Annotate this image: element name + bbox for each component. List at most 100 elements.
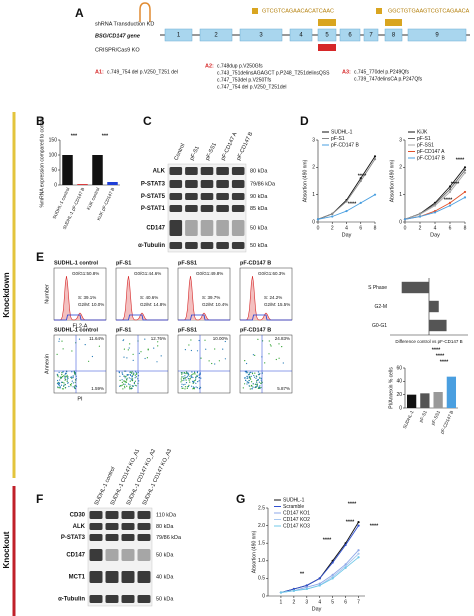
legend-label: pF-SS1 bbox=[417, 142, 434, 148]
event-dot bbox=[195, 376, 197, 378]
event-dot bbox=[250, 384, 253, 387]
blot-size: 80 kDa bbox=[250, 168, 268, 174]
event-dot bbox=[196, 350, 199, 352]
y-axis-label: Absortion (490 nm) bbox=[251, 530, 257, 573]
blot-band bbox=[105, 511, 119, 519]
event-dot bbox=[242, 387, 244, 389]
section-label: Knockout bbox=[2, 531, 11, 568]
event-dot bbox=[57, 376, 59, 378]
event-dot bbox=[121, 381, 123, 383]
quadrant-percent: 12.76% bbox=[151, 336, 166, 341]
event-dot bbox=[282, 362, 284, 364]
event-dot bbox=[189, 378, 191, 380]
data-point bbox=[433, 204, 437, 207]
event-dot bbox=[71, 371, 73, 373]
event-dot bbox=[188, 379, 190, 381]
event-dot bbox=[129, 373, 131, 376]
event-dot bbox=[71, 380, 73, 382]
event-dot bbox=[129, 388, 131, 390]
blot-band bbox=[169, 193, 183, 200]
event-dot bbox=[187, 385, 190, 388]
event-dot bbox=[126, 357, 128, 359]
phase-label: S: 24.2% bbox=[264, 295, 282, 300]
exon-label: 5 bbox=[325, 33, 329, 39]
event-dot bbox=[262, 340, 264, 342]
event-dot bbox=[194, 373, 196, 375]
exon bbox=[317, 28, 337, 42]
quadrant-percent: 10.00% bbox=[213, 336, 228, 341]
event-dot bbox=[73, 371, 75, 373]
y-tick-label: 3 bbox=[312, 137, 315, 143]
event-dot bbox=[249, 377, 251, 379]
event-dot bbox=[57, 374, 59, 376]
event-dot bbox=[61, 340, 63, 342]
blot-band bbox=[200, 180, 214, 188]
event-dot bbox=[248, 375, 250, 377]
event-dot bbox=[184, 372, 186, 374]
y-tick-label: 2.0 bbox=[258, 523, 265, 529]
significance: **** bbox=[348, 501, 357, 507]
blot-row-label: α-Tubulin bbox=[58, 597, 85, 603]
data-point bbox=[357, 549, 360, 552]
data-point bbox=[403, 218, 407, 221]
event-dot bbox=[59, 379, 61, 381]
event-dot bbox=[138, 380, 140, 382]
exon bbox=[164, 28, 193, 42]
event-dot bbox=[74, 387, 76, 389]
event-dot bbox=[183, 384, 185, 386]
blot-row-label: CD30 bbox=[70, 513, 86, 519]
event-dot bbox=[180, 381, 182, 383]
significance: **** bbox=[451, 181, 460, 187]
blot-band bbox=[185, 205, 198, 212]
y-axis-label: Absortion (490 nm) bbox=[389, 159, 395, 202]
event-dot bbox=[250, 375, 252, 377]
event-dot bbox=[157, 345, 159, 347]
blot-band bbox=[121, 595, 135, 603]
event-dot bbox=[254, 383, 256, 385]
event-dot bbox=[254, 372, 256, 374]
blot-band bbox=[185, 180, 198, 188]
data-point bbox=[463, 171, 467, 174]
x-tick-label: 0 bbox=[317, 225, 320, 231]
data-point bbox=[292, 589, 295, 592]
event-dot bbox=[248, 373, 250, 375]
event-dot bbox=[147, 349, 149, 351]
event-dot bbox=[182, 372, 184, 374]
event-dot bbox=[182, 376, 184, 378]
y-tick-label: 0 bbox=[399, 219, 402, 225]
lane-label: pF-S1 bbox=[189, 145, 201, 161]
event-dot bbox=[153, 347, 155, 349]
blot-row-label: CD147 bbox=[146, 226, 165, 232]
phase-label: S: 40.6% bbox=[140, 295, 158, 300]
blot-band bbox=[231, 167, 245, 175]
significance: **** bbox=[358, 173, 367, 179]
x-axis-label: Day bbox=[342, 232, 352, 238]
event-dot bbox=[256, 379, 259, 381]
data-point bbox=[357, 524, 360, 527]
y-tick-label: 50 bbox=[51, 167, 57, 173]
blot-row-label: ALK bbox=[153, 169, 166, 175]
event-dot bbox=[67, 377, 69, 379]
event-dot bbox=[192, 376, 194, 379]
sample-title: SUDHL-1 control bbox=[54, 327, 98, 333]
blot-band bbox=[137, 534, 151, 541]
event-dot bbox=[250, 378, 252, 380]
event-dot bbox=[126, 374, 128, 376]
event-dot bbox=[184, 383, 186, 385]
event-dot bbox=[246, 362, 248, 365]
y-tick-label: 1.5 bbox=[258, 541, 265, 547]
event-dot bbox=[260, 382, 262, 385]
event-dot bbox=[190, 375, 192, 377]
hairpin-icon bbox=[139, 2, 151, 22]
category-label: pF-S1 bbox=[418, 409, 428, 423]
blot-band bbox=[169, 220, 183, 236]
category-label: G0-G1 bbox=[372, 323, 387, 329]
panel-letter: D bbox=[300, 114, 309, 128]
event-dot bbox=[135, 385, 137, 387]
event-dot bbox=[64, 377, 66, 379]
event-dot bbox=[121, 371, 123, 373]
blot-band bbox=[137, 571, 151, 583]
event-dot bbox=[61, 381, 63, 383]
allele-mutation: c.747_754 del p.V250_T251del bbox=[217, 84, 287, 90]
event-dot bbox=[192, 386, 194, 388]
